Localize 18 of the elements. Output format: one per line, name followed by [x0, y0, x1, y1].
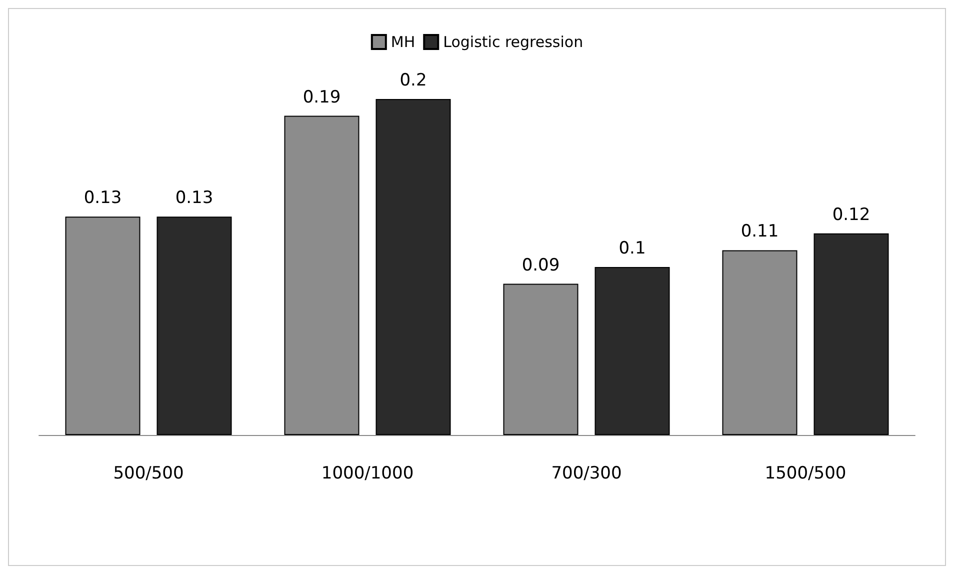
data-label: 0.12: [832, 204, 870, 225]
bar: [376, 99, 451, 435]
x-tick-label: 700/300: [551, 464, 622, 484]
x-tick-label: 1000/1000: [321, 464, 414, 484]
legend-label: Logistic regression: [443, 33, 584, 51]
data-label: 0.11: [740, 222, 779, 242]
bar: [156, 216, 232, 435]
data-label: 0.1: [618, 238, 646, 258]
data-label: 0.09: [522, 255, 560, 276]
data-label: 0.13: [84, 188, 122, 208]
x-tick-label: 1500/500: [764, 464, 846, 484]
x-tick-label: 500/500: [113, 464, 184, 484]
bar: [594, 267, 670, 435]
data-label: 0.13: [175, 188, 214, 208]
legend-label: MH: [390, 33, 416, 51]
data-label: 0.2: [400, 70, 427, 90]
bar: [814, 233, 889, 435]
data-label: 0.19: [302, 87, 341, 108]
